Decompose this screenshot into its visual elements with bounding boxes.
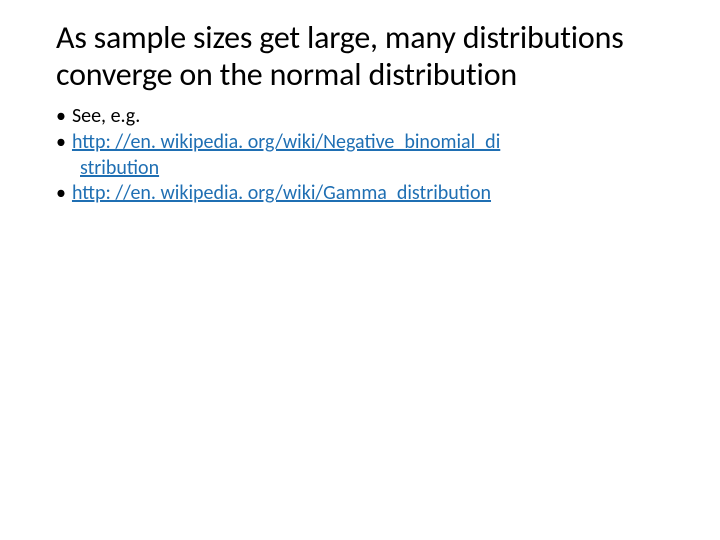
link-text[interactable]: http: //en. wikipedia. org/wiki/Negative… <box>72 130 664 155</box>
slide-title: As sample sizes get large, many distribu… <box>56 20 664 94</box>
link-text-continuation[interactable]: stribution <box>80 156 664 181</box>
bullet-list: • See, e.g. • http: //en. wikipedia. org… <box>56 104 664 206</box>
list-item: • http: //en. wikipedia. org/wiki/Gamma_… <box>56 181 664 206</box>
bullet-icon: • <box>56 181 66 206</box>
bullet-text: See, e.g. <box>72 104 664 129</box>
link-text[interactable]: http: //en. wikipedia. org/wiki/Gamma_di… <box>72 181 664 206</box>
list-item: • http: //en. wikipedia. org/wiki/Negati… <box>56 130 664 181</box>
bullet-icon: • <box>56 130 66 155</box>
list-item: • See, e.g. <box>56 104 664 129</box>
bullet-icon: • <box>56 104 66 129</box>
